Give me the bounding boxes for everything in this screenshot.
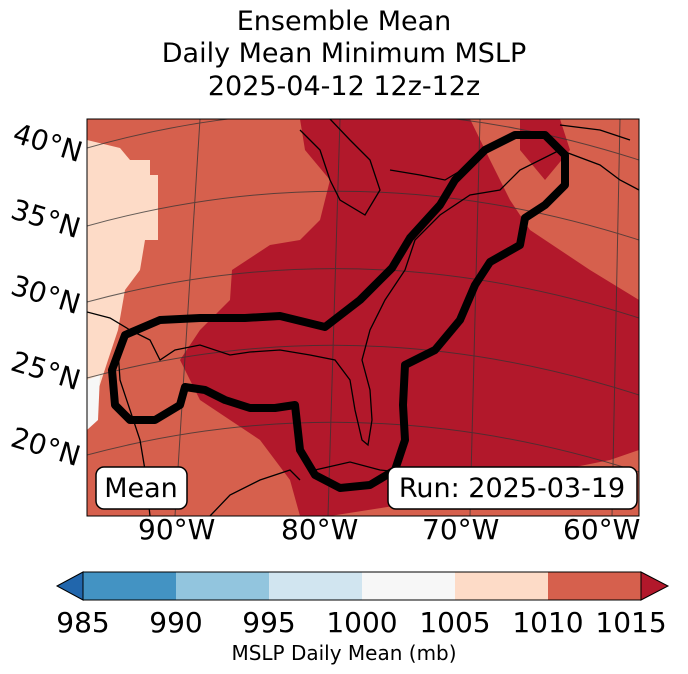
colorbar-bin-990-995 (176, 572, 270, 600)
colorbar-tick-985: 985 (56, 606, 110, 639)
map-frame (86, 118, 640, 517)
run-box (387, 466, 638, 510)
min-mslp-contour (108, 131, 569, 492)
lon-label-90: 90°W (138, 513, 216, 546)
graticule (87, 119, 639, 516)
colorbar-bin-985-990 (83, 572, 177, 600)
lon-label-60: 60°W (563, 513, 641, 546)
colorbar-tick-1015: 1015 (595, 606, 667, 639)
title-line-2: Daily Mean Minimum MSLP (161, 38, 527, 69)
colorbar-extend-low (55, 571, 84, 601)
colorbar-bin-995-1000 (269, 572, 363, 600)
colorbar-tick-1010: 1010 (512, 606, 584, 639)
pressure-field-995-1000 (87, 375, 100, 430)
run-label: Run: 2025-03-19 (399, 473, 625, 504)
pressure-field-1000-1005 (87, 160, 158, 420)
mean-label: Mean (104, 473, 178, 504)
colorbar-tick-1000: 1000 (326, 606, 398, 639)
lon-label-80: 80°W (281, 513, 359, 546)
mean-box (95, 466, 188, 510)
colorbar-bin-1005-1010 (455, 572, 549, 600)
colorbar-tick-1005: 1005 (419, 606, 491, 639)
map-plot-area (87, 119, 639, 516)
colorbar-tick-990: 990 (149, 606, 203, 639)
colorbar-tick-995: 995 (242, 606, 296, 639)
title-line-3: 2025-04-12 12z-12z (207, 71, 481, 102)
colorbar-label: MSLP Daily Mean (mb) (231, 641, 457, 665)
colorbar-bin-1000-1005 (362, 572, 456, 600)
colorbar-bin-1010-1015 (548, 572, 642, 600)
colorbar (55, 571, 670, 601)
title-line-1: Ensemble Mean (236, 6, 452, 37)
lon-label-70: 70°W (422, 513, 500, 546)
colorbar-extend-high (640, 571, 670, 601)
